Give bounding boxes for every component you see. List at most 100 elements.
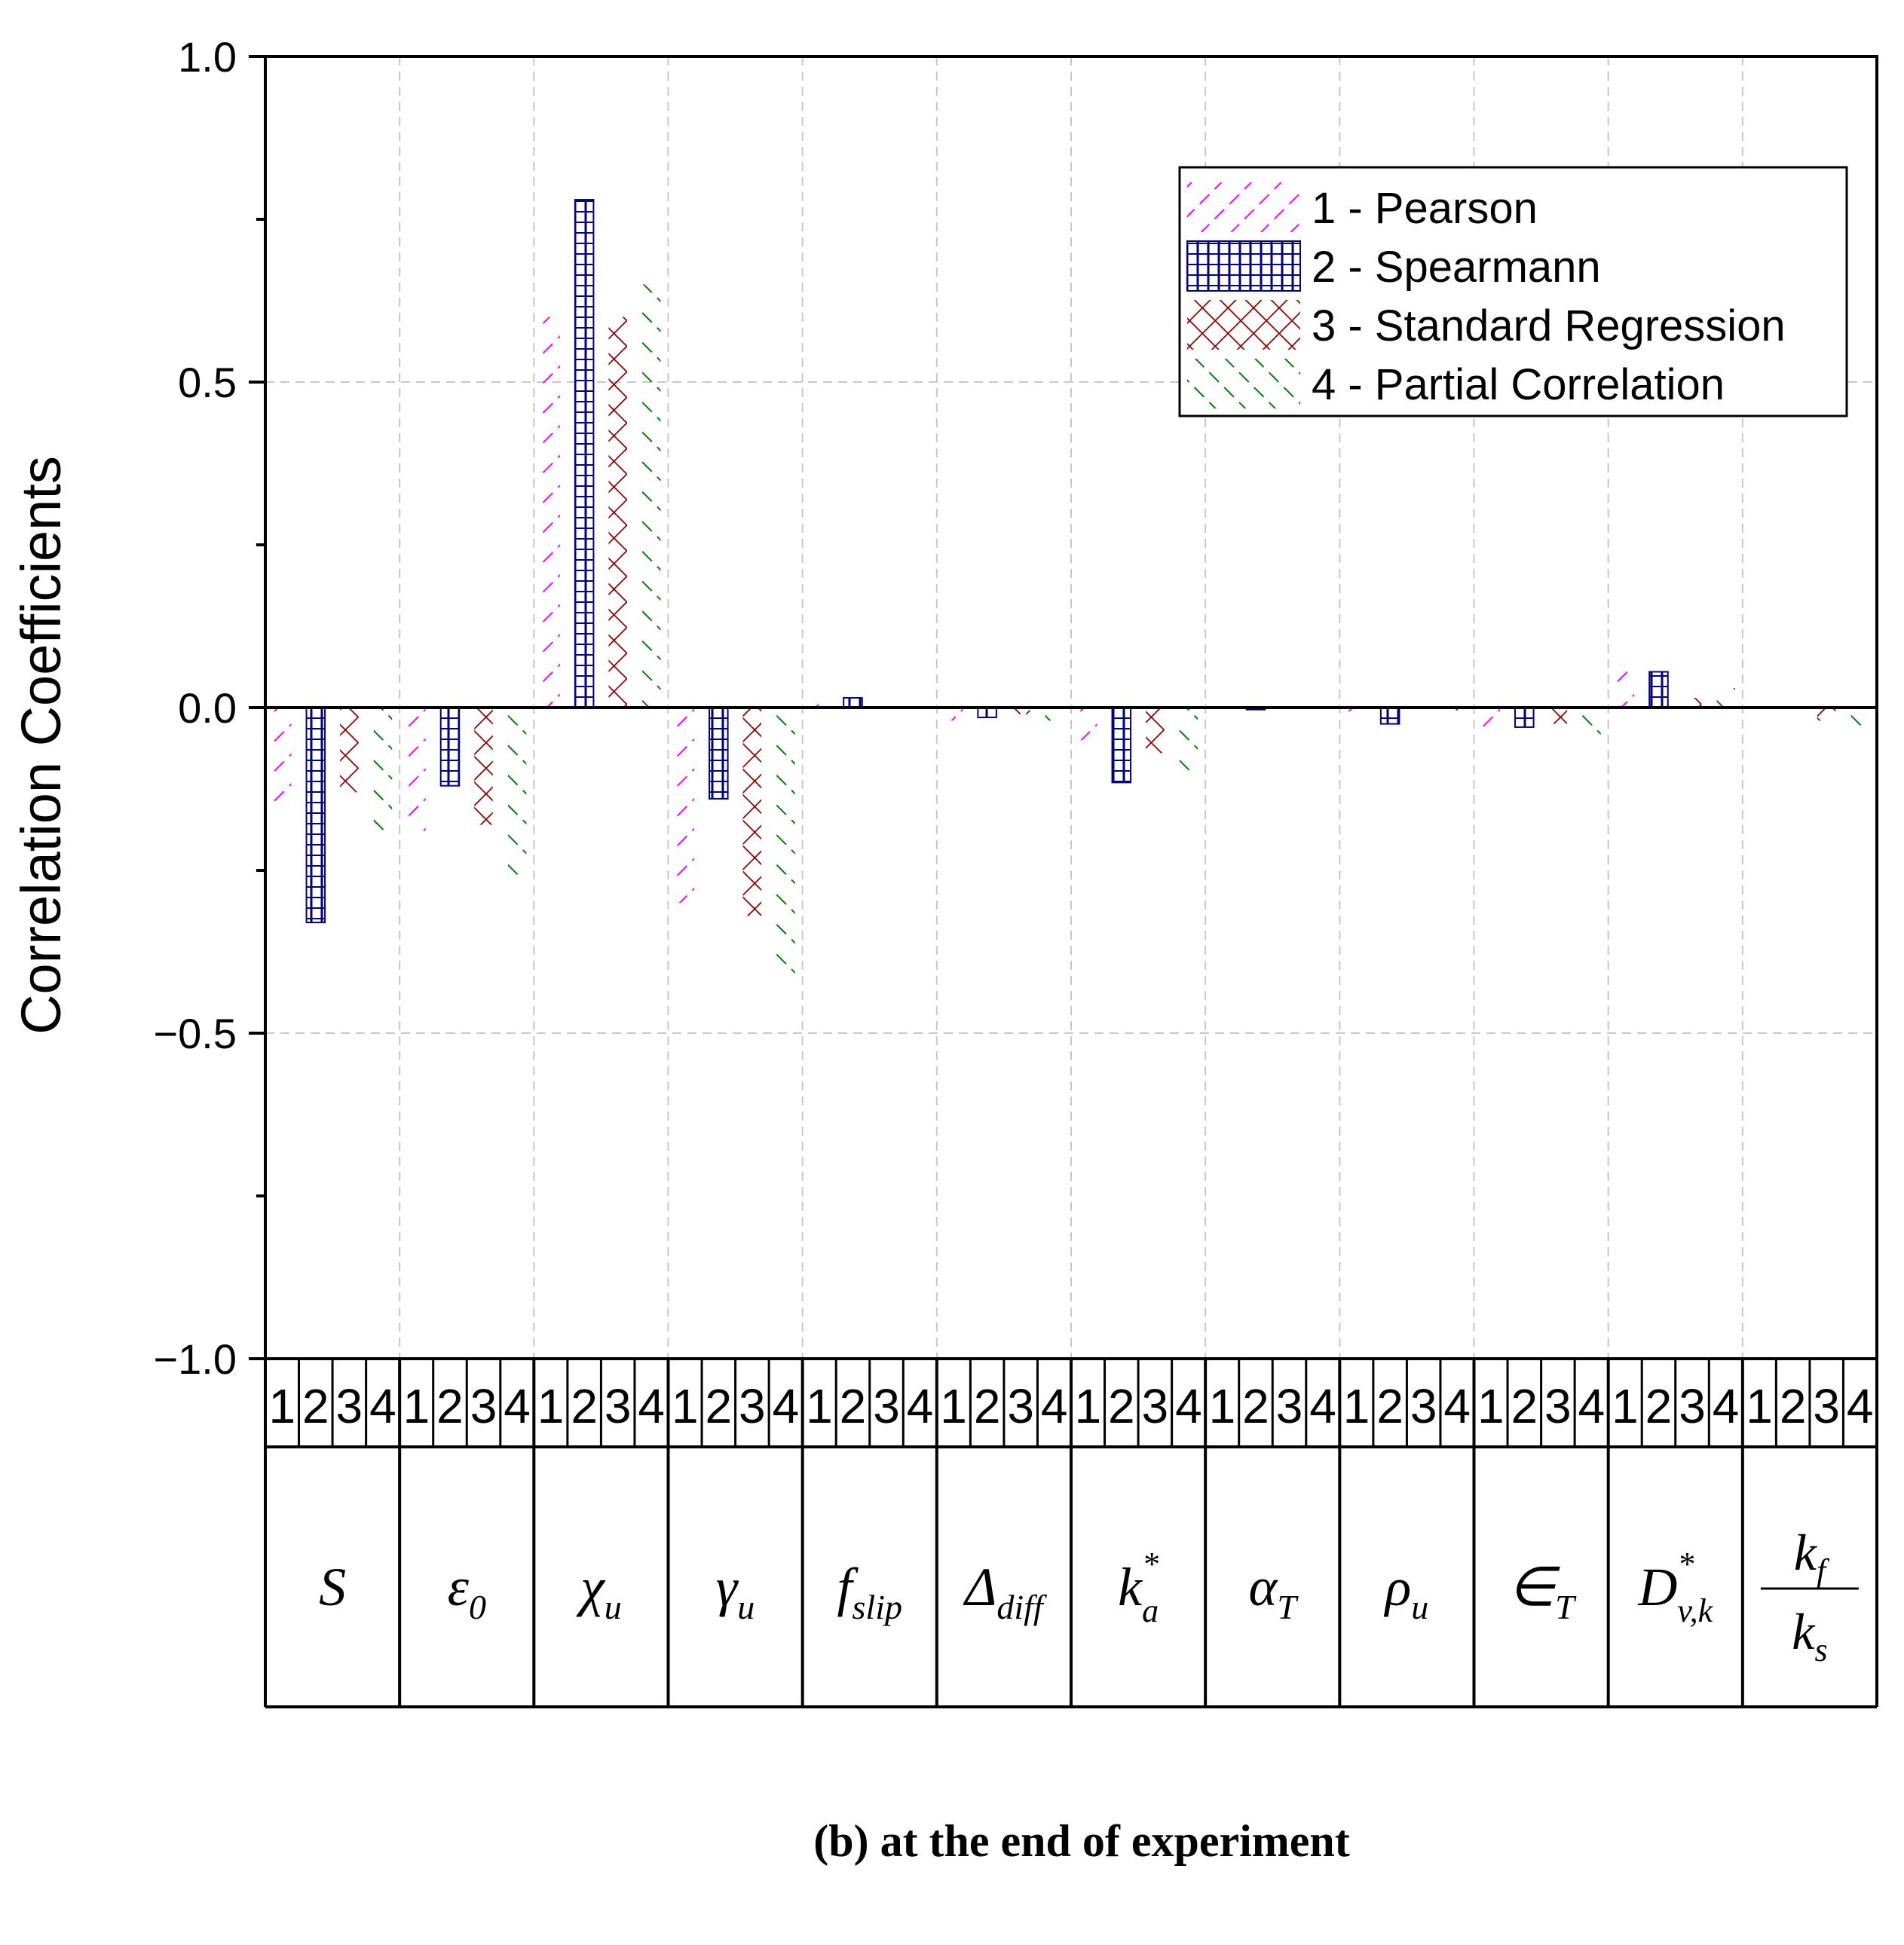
bar-4-group-4 (776, 708, 795, 981)
category-label: ∈T (1508, 1557, 1577, 1626)
series-number-label: 2 (436, 1379, 464, 1433)
series-number-label: 1 (806, 1379, 833, 1433)
bar-4-group-3 (641, 284, 661, 708)
bar-3-group-12 (1817, 708, 1836, 721)
series-number-label: 3 (739, 1379, 766, 1433)
category-label-denominator: ks (1792, 1603, 1827, 1668)
series-number-label: 4 (1175, 1379, 1202, 1433)
bar-1-group-7 (1079, 708, 1097, 741)
series-number-label: 1 (1074, 1379, 1101, 1433)
series-number-label: 4 (907, 1379, 934, 1433)
series-number-label: 3 (605, 1379, 632, 1433)
bar-1-group-6 (944, 708, 963, 721)
category-label: D* v,k (1637, 1546, 1713, 1629)
series-number-label: 2 (1242, 1379, 1269, 1433)
series-number-label: 3 (1679, 1379, 1706, 1433)
bar-1-group-2 (407, 708, 426, 832)
series-number-label: 2 (1108, 1379, 1135, 1433)
series-number-label: 2 (571, 1379, 598, 1433)
bar-3-group-10 (1548, 708, 1568, 724)
bar-1-group-1 (273, 708, 292, 812)
y-axis: 1.0 0.5 0.0 −0.5 −1.0 (153, 33, 265, 1383)
legend-label-4: 4 - Partial Correlation (1312, 360, 1725, 409)
bar-2-group-3 (574, 199, 595, 708)
series-number-label: 2 (1511, 1379, 1538, 1433)
series-number-label: 4 (1443, 1379, 1471, 1433)
legend-swatch-3 (1187, 300, 1300, 350)
bar-1-group-3 (541, 317, 560, 708)
caption-letter: b (828, 1816, 853, 1866)
bar-4-group-2 (507, 708, 527, 877)
bar-3-group-7 (1146, 708, 1165, 754)
legend-label-2: 2 - Spearmann (1312, 243, 1601, 292)
bar-3-group-11 (1682, 698, 1702, 708)
bar-2-group-9 (1379, 707, 1400, 725)
category-label: ε0 (448, 1557, 486, 1626)
category-label-numerator: kf (1794, 1524, 1830, 1589)
bar-1-group-10 (1481, 708, 1501, 734)
category-label: ρu (1384, 1557, 1429, 1626)
bar-1-group-4 (675, 708, 695, 904)
series-number-label: 3 (470, 1379, 497, 1433)
bar-3-group-6 (1011, 708, 1030, 714)
bar-3-group-1 (340, 708, 359, 793)
series-number-label: 3 (873, 1379, 900, 1433)
series-number-label: 2 (706, 1379, 733, 1433)
series-number-label: 1 (1612, 1379, 1639, 1433)
series-number-label: 3 (1813, 1379, 1840, 1433)
bar-4-group-1 (373, 708, 393, 832)
series-number-label: 4 (504, 1379, 531, 1433)
figure-caption: (b) at the end of experiment (813, 1816, 1350, 1866)
category-label: χu (576, 1557, 622, 1626)
bar-4-group-10 (1582, 708, 1601, 737)
bar-1-group-9 (1347, 708, 1366, 717)
bar-4-group-7 (1179, 708, 1198, 773)
y-tick-label: 0.0 (178, 684, 237, 732)
series-number-label: 2 (1780, 1379, 1807, 1433)
series-number-label: 1 (268, 1379, 295, 1433)
series-number-label: 3 (1276, 1379, 1303, 1433)
y-tick-label: −0.5 (153, 1010, 237, 1057)
series-number-label: 3 (1410, 1379, 1437, 1433)
bar-4-group-9 (1447, 708, 1467, 714)
bar-1-group-5 (810, 704, 829, 708)
legend-swatch-1 (1187, 182, 1300, 232)
bar-2-group-7 (1111, 707, 1132, 784)
y-tick-label: 1.0 (178, 33, 237, 81)
bar-3-group-4 (742, 708, 762, 916)
bar-4-group-11 (1716, 688, 1735, 708)
series-number-label: 4 (1309, 1379, 1336, 1433)
caption-text: at the end of experiment (869, 1816, 1350, 1866)
series-number-label: 3 (1544, 1379, 1572, 1433)
bar-4-group-6 (1045, 708, 1064, 721)
series-number-label: 2 (1376, 1379, 1404, 1433)
series-number-label: 4 (1713, 1379, 1740, 1433)
y-axis-label: Correlation Coefficients (10, 456, 72, 1035)
legend-swatch-2 (1186, 240, 1301, 292)
series-number-label: 4 (369, 1379, 396, 1433)
y-tick-label: 0.5 (178, 359, 237, 406)
series-number-label: 1 (1477, 1379, 1505, 1433)
series-number-label: 1 (537, 1379, 565, 1433)
series-number-label: 4 (1847, 1379, 1874, 1433)
series-number-label: 4 (773, 1379, 800, 1433)
bar-2-group-2 (439, 707, 461, 787)
series-number-label: 3 (1007, 1379, 1034, 1433)
series-number-label: 1 (1209, 1379, 1236, 1433)
bar-2-group-4 (709, 707, 729, 800)
category-label: γu (716, 1557, 755, 1626)
series-number-label: 4 (1041, 1379, 1068, 1433)
series-number-label: 1 (1343, 1379, 1370, 1433)
bar-1-group-11 (1615, 668, 1635, 708)
category-label: Δdiff (963, 1557, 1048, 1626)
category-label: αT (1249, 1557, 1299, 1626)
bars (273, 199, 1869, 981)
series-number-label: 2 (974, 1379, 1001, 1433)
series-number-label: 1 (1746, 1379, 1773, 1433)
category-label: k* a (1118, 1546, 1159, 1629)
legend-swatch-4 (1187, 359, 1300, 408)
series-number-label: 2 (840, 1379, 867, 1433)
series-number-label: 2 (302, 1379, 329, 1433)
